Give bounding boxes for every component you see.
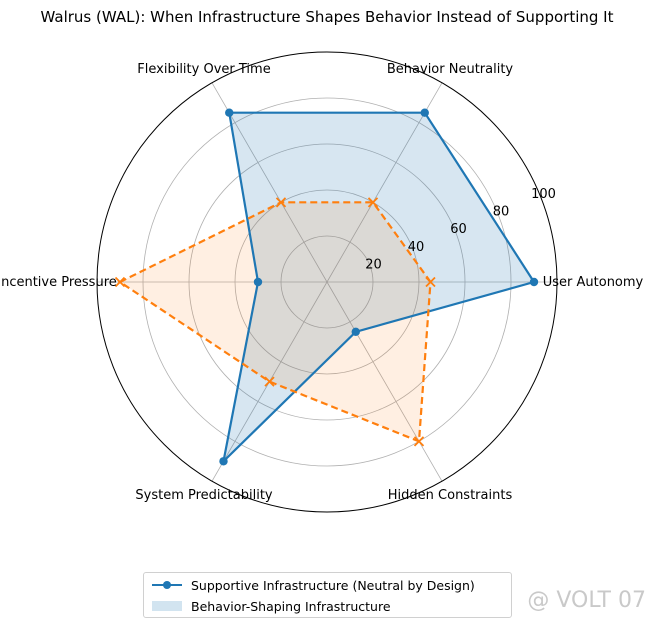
legend: Supportive Infrastructure (Neutral by De… xyxy=(143,572,512,618)
series-1-point-0 xyxy=(425,276,436,288)
series-fill-1 xyxy=(120,202,431,442)
watermark: @ VOLT 07 xyxy=(527,588,646,613)
rtick-label-80: 80 xyxy=(493,205,510,220)
category-label-2: Flexibility Over Time xyxy=(137,62,270,77)
series-0-point-5 xyxy=(351,327,360,336)
series-1-point-1 xyxy=(367,197,379,208)
rtick-label-20: 20 xyxy=(365,257,382,272)
category-label-1: Behavior Neutrality xyxy=(387,62,514,77)
chart-title: Walrus (WAL): When Infrastructure Shapes… xyxy=(40,8,614,26)
category-label-0: User Autonomy xyxy=(543,275,644,290)
series-1-point-2 xyxy=(275,197,287,208)
legend-item-supportive: Supportive Infrastructure (Neutral by De… xyxy=(152,576,475,594)
series-0-point-4 xyxy=(219,457,228,466)
legend-line-marker xyxy=(152,581,182,589)
series-0-point-1 xyxy=(420,108,429,117)
series-1-point-3 xyxy=(114,276,126,288)
legend-label-behavior-shaping: Behavior-Shaping Infrastructure xyxy=(191,598,391,614)
legend-label-supportive: Supportive Infrastructure (Neutral by De… xyxy=(191,577,475,593)
category-label-4: System Predictability xyxy=(135,488,273,503)
grid-spoke-5 xyxy=(326,281,443,482)
series-1-point-5 xyxy=(413,436,425,447)
series-0-point-2 xyxy=(225,108,234,117)
rtick-label-60: 60 xyxy=(450,222,467,237)
series-fill-0 xyxy=(223,112,534,462)
series-0-point-0 xyxy=(529,277,539,287)
polar-frame xyxy=(96,51,558,513)
rtick-label-40: 40 xyxy=(408,240,425,255)
rtick-label-100: 100 xyxy=(531,187,556,202)
series-0-point-3 xyxy=(253,277,263,287)
category-label-5: Hidden Constraints xyxy=(388,488,513,503)
legend-item-behavior-shaping: Behavior-Shaping Infrastructure xyxy=(152,597,391,615)
category-label-3: Incentive Pressure xyxy=(0,275,117,290)
legend-fill-swatch xyxy=(152,601,182,611)
series-1-point-4 xyxy=(264,376,275,387)
